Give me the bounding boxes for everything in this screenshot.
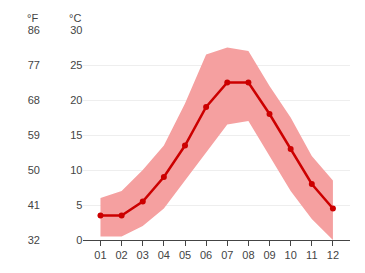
svg-text:05: 05 [179,249,191,261]
svg-text:20: 20 [70,94,82,106]
svg-text:03: 03 [137,249,149,261]
svg-text:11: 11 [306,249,317,261]
svg-text:41: 41 [28,199,40,211]
svg-text:08: 08 [242,249,254,261]
svg-text:10: 10 [70,164,82,176]
svg-text:°C: °C [69,12,81,24]
svg-text:04: 04 [158,249,170,261]
svg-text:01: 01 [94,249,106,261]
svg-text:07: 07 [221,249,233,261]
svg-text:32: 32 [28,234,40,246]
svg-text:5: 5 [76,199,82,211]
svg-text:50: 50 [28,164,40,176]
svg-text:15: 15 [70,129,82,141]
svg-text:25: 25 [70,59,82,71]
svg-text:06: 06 [200,249,212,261]
svg-text:10: 10 [285,249,297,261]
svg-text:°F: °F [27,12,38,24]
svg-text:30: 30 [70,24,82,36]
svg-text:02: 02 [115,249,127,261]
svg-text:68: 68 [28,94,40,106]
svg-text:59: 59 [28,129,40,141]
svg-text:77: 77 [28,59,40,71]
svg-text:0: 0 [76,234,82,246]
svg-text:12: 12 [327,249,339,261]
svg-text:09: 09 [263,249,275,261]
svg-text:86: 86 [28,24,40,36]
